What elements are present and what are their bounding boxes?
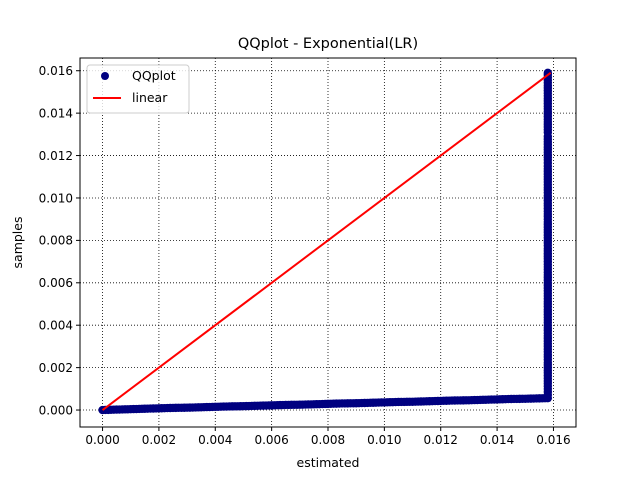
y-tick-label: 0.008	[39, 234, 73, 248]
x-tick-label: 0.014	[480, 433, 514, 447]
legend-label-qqplot: QQplot	[132, 68, 176, 83]
x-tick-label: 0.004	[198, 433, 232, 447]
legend-box	[86, 64, 190, 114]
linear-line	[101, 72, 552, 411]
y-tick-label: 0.016	[39, 64, 73, 78]
y-axis-label: samples	[10, 217, 25, 269]
x-tick-label: 0.002	[142, 433, 176, 447]
plot-series	[98, 68, 553, 415]
y-tick-label: 0.012	[39, 149, 73, 163]
x-tick-label: 0.008	[311, 433, 345, 447]
axis-ticks: 0.000 0.002 0.004 0.006 0.008 0.010 0.012 0.014…	[39, 64, 571, 447]
x-tick-label: 0.000	[85, 433, 119, 447]
y-tick-label: 0.010	[39, 191, 73, 205]
legend: QQplot linear	[86, 64, 190, 114]
y-tick-label: 0.000	[39, 403, 73, 417]
y-tick-label: 0.014	[39, 106, 73, 120]
chart-title: QQplot - Exponential(LR)	[238, 36, 418, 52]
legend-label-linear: linear	[132, 90, 168, 105]
y-tick-label: 0.006	[39, 276, 73, 290]
x-tick-label: 0.016	[536, 433, 570, 447]
x-tick-label: 0.010	[367, 433, 401, 447]
y-tick-label: 0.004	[39, 319, 73, 333]
qqplot-point	[543, 68, 553, 78]
x-tick-label: 0.012	[424, 433, 458, 447]
y-tick-label: 0.002	[39, 361, 73, 375]
x-tick-label: 0.006	[254, 433, 288, 447]
x-axis-label: estimated	[297, 455, 360, 470]
legend-marker-qqplot	[101, 72, 109, 80]
